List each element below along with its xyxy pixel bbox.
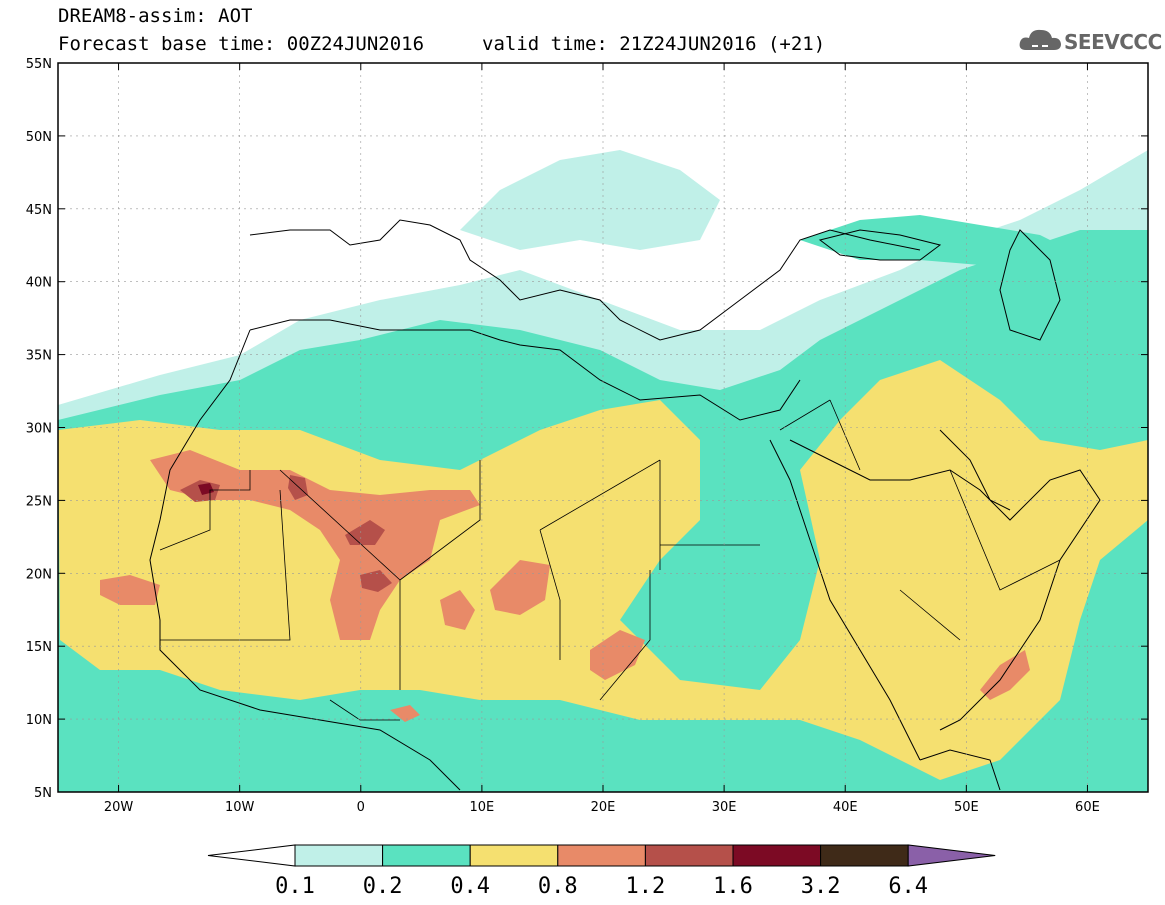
colorbar-segment — [382, 844, 471, 867]
axis-ticks — [58, 62, 1148, 793]
lon-label: 20W — [104, 800, 134, 815]
colorbar-segment — [820, 844, 909, 867]
map-title: DREAM8-assim: AOT — [58, 5, 253, 27]
colorbar-segment — [644, 844, 734, 867]
aot-band-0.8-west — [100, 575, 160, 605]
lon-label: 50E — [954, 800, 979, 815]
lat-label: 20N — [26, 567, 52, 582]
colorbar-segment — [557, 844, 646, 867]
colorbar-segment — [732, 844, 822, 867]
lat-label: 50N — [26, 130, 52, 145]
aot-band-0.8-sahara — [490, 560, 550, 615]
lat-label: 30N — [26, 422, 52, 437]
lon-label: 30E — [712, 800, 737, 815]
longitude-labels: 20W 10W 0 10E 20E 30E 40E 50E 60E — [104, 800, 1100, 815]
colorbar-labels: 0.1 0.2 0.4 0.8 1.2 1.6 3.2 6.4 — [275, 874, 928, 899]
aot-band-0.1-north — [460, 150, 720, 250]
lon-label: 40E — [833, 800, 858, 815]
colorbar-label: 6.4 — [888, 874, 928, 899]
aot-band-0.2-north — [800, 215, 1080, 270]
lat-label: 45N — [26, 203, 52, 218]
lat-label: 10N — [26, 713, 52, 728]
lat-label: 5N — [34, 786, 52, 801]
colorbar-label: 0.4 — [450, 874, 490, 899]
aot-band-0.8-chad — [440, 590, 475, 630]
black-sea-coastline — [818, 229, 942, 261]
europe-coastline — [249, 219, 921, 341]
arabia-coastline — [789, 439, 1101, 731]
aot-band-0.8 — [150, 450, 480, 640]
colorbar-label: 0.1 — [275, 874, 315, 899]
aot-band-0.8-sudan — [590, 630, 645, 680]
persian-gulf-coastline — [939, 429, 1011, 511]
cloud-icon — [1019, 29, 1061, 50]
latitude-labels: 5N 10N 15N 20N 25N 30N 35N 40N 45N 50N 55N — [26, 57, 52, 801]
north-africa-coastline — [249, 319, 801, 421]
lon-label: 0 — [357, 800, 365, 815]
colorbar-label: 3.2 — [801, 874, 841, 899]
caspian-coastline — [999, 229, 1061, 341]
logo-text: SEEVCCC — [1064, 30, 1162, 54]
coastlines — [149, 219, 1101, 791]
lat-label: 25N — [26, 494, 52, 509]
colorbar-label: 0.2 — [363, 874, 403, 899]
colorbar-segment — [469, 844, 559, 867]
horn-coastline — [919, 749, 1001, 791]
lon-label: 20E — [591, 800, 616, 815]
lat-label: 40N — [26, 276, 52, 291]
lat-label: 35N — [26, 349, 52, 364]
colorbar-segment — [207, 844, 296, 867]
lon-label: 10W — [225, 800, 255, 815]
lon-label: 10E — [470, 800, 495, 815]
lon-label: 60E — [1075, 800, 1100, 815]
colorbar-segment — [907, 844, 996, 867]
red-sea-coastline — [769, 439, 921, 761]
valid-time: valid time: 21Z24JUN2016 (+21) — [482, 33, 826, 55]
seevccc-logo: SEEVCCC — [1018, 26, 1162, 56]
forecast-base-time: Forecast base time: 00Z24JUN2016 — [58, 33, 425, 55]
colorbar-label: 1.6 — [713, 874, 753, 899]
aot-colorbar — [207, 844, 996, 867]
aot-band-1.2-d — [360, 570, 392, 592]
graticule — [58, 63, 1148, 792]
colorbar-segment — [294, 844, 384, 867]
colorbar-label: 0.8 — [538, 874, 578, 899]
west-africa-coastline — [149, 329, 461, 791]
colorbar-label: 1.2 — [626, 874, 666, 899]
aot-band-1.2-b — [288, 475, 308, 500]
lat-label: 15N — [26, 640, 52, 655]
lat-label: 55N — [26, 57, 52, 72]
aot-band-0.8-nigeria — [390, 705, 420, 722]
